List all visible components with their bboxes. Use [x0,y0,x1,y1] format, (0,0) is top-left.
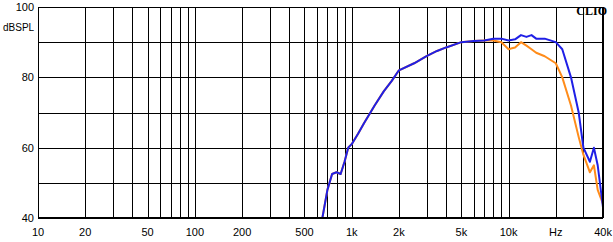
grid [38,7,604,219]
chart: 40 60 80 100 10 20 50 100 200 500 1k 2k 5k 10k Hz 40k dB… [0,0,613,242]
minor-grid-line [345,7,346,218]
x-tick-label: 500 [295,226,313,238]
y-axis-label: dBSPL [3,22,35,33]
x-tick-label: 40k [594,226,612,238]
y-tick-label: 100 [16,1,34,13]
series-line [322,35,603,218]
minor-grid-line [399,7,400,218]
grid-line [509,7,510,218]
grid-line [603,7,604,218]
x-tick-label: Hz [549,226,562,238]
minor-grid-line [180,7,181,218]
background [0,0,613,242]
x-tick-label: 20 [79,226,91,238]
x-tick-label: 10k [500,226,518,238]
grid-line [399,7,400,218]
grid-line [556,7,557,218]
minor-grid-line [242,7,243,218]
minor-grid-line [304,7,305,218]
x-tick-label: 10 [32,226,44,238]
minor-grid-line [195,7,196,218]
grid-line [461,7,462,218]
x-tick-label: 100 [186,226,204,238]
minor-grid-line [38,113,603,114]
grid-line [85,7,86,218]
series-line [322,40,603,218]
minor-grid-line [289,7,290,218]
minor-grid-line [85,7,86,218]
minor-grid-line [461,7,462,218]
minor-grid-line [446,7,447,218]
minor-grid-line [113,7,114,218]
grid-line [148,7,149,218]
grid-line [38,148,603,149]
minor-grid-line [188,7,189,218]
minor-grid-line [160,7,161,218]
minor-grid-line [38,42,603,43]
grid-line [195,7,196,218]
minor-grid-line [583,7,584,218]
minor-grid-line [270,7,271,218]
minor-grid-line [427,7,428,218]
minor-grid-line [337,7,338,218]
minor-grid-line [171,7,172,218]
y-tick-label: 40 [22,212,34,224]
minor-grid-line [474,7,475,218]
minor-grid-line [317,7,318,218]
minor-grid-line [132,7,133,218]
minor-grid-line [352,7,353,218]
y-tick-label: 80 [22,71,34,83]
x-tick-label: 200 [233,226,251,238]
minor-grid-line [556,7,557,218]
x-tick-label: 1k [346,226,358,238]
minor-grid-line [509,7,510,218]
y-tick-label: 60 [22,142,34,154]
grid-line [38,77,603,78]
minor-grid-line [38,183,603,184]
minor-grid-line [148,7,149,218]
x-tick-label: 2k [393,226,405,238]
grid-line [242,7,243,218]
x-tick-label: 5k [456,226,468,238]
x-tick-label: 50 [142,226,154,238]
data [322,35,603,218]
minor-grid-line [484,7,485,218]
grid-line [304,7,305,218]
plot-frame [39,8,603,218]
grid-line [352,7,353,218]
grid-line [38,218,603,219]
